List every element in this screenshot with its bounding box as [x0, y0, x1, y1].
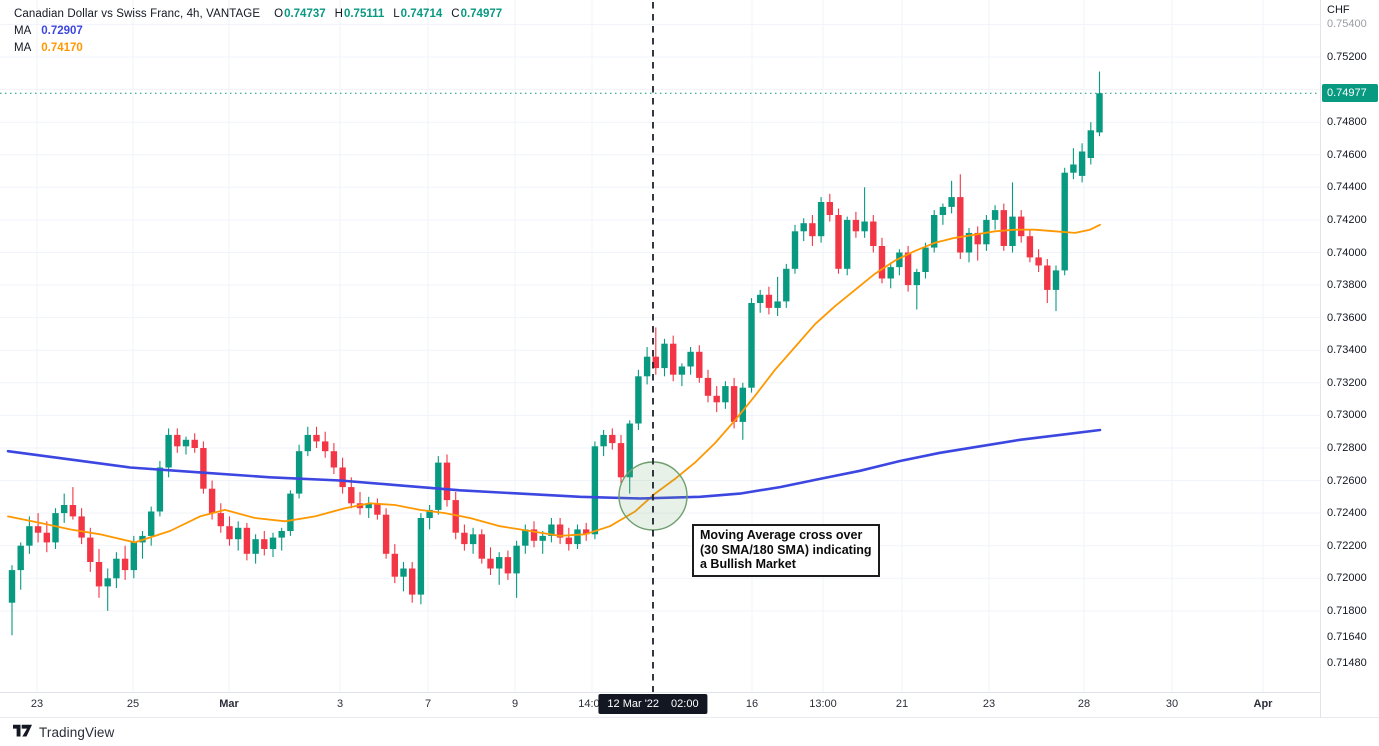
ma-fast-value: 0.74170	[41, 41, 83, 54]
price-axis-label: 0.74000	[1327, 246, 1367, 259]
price-axis-label: 0.71480	[1327, 657, 1367, 669]
annotation-line: a Bullish Market	[700, 557, 796, 571]
price-axis-label: 0.75400	[1327, 18, 1367, 31]
legend: Canadian Dollar vs Swiss Franc, 4h, VANT…	[14, 5, 511, 56]
time-axis-tick: 23	[982, 698, 996, 710]
price-axis-label: 0.72000	[1327, 572, 1367, 585]
tradingview-logo-icon[interactable]	[13, 722, 32, 742]
time-axis-tick: 13:00	[809, 698, 837, 710]
price-axis-label: 0.71640	[1327, 630, 1367, 643]
ohlc-high: H0.75111	[334, 7, 385, 20]
price-axis-label: 0.72600	[1327, 474, 1367, 487]
axis-currency-label: CHF	[1327, 4, 1350, 17]
price-axis-label: 0.75200	[1327, 51, 1367, 63]
time-axis-tick: Apr	[1253, 698, 1273, 710]
time-axis-tick: 28	[1077, 698, 1091, 710]
watermark-text[interactable]: TradingView	[39, 724, 115, 740]
annotation-callout[interactable]: Moving Average cross over (30 SMA/180 SM…	[692, 524, 880, 577]
time-axis-tick: 25	[126, 698, 140, 710]
symbol-title-row[interactable]: Canadian Dollar vs Swiss Franc, 4h, VANT…	[14, 5, 511, 22]
price-axis-label: 0.72400	[1327, 507, 1367, 520]
time-axis-tick: 21	[895, 698, 909, 710]
price-axis-label: 0.73400	[1327, 344, 1367, 357]
ma-legend-row-fast[interactable]: MA 0.74170	[14, 39, 511, 56]
time-axis-tick: 23	[30, 698, 44, 710]
time-axis-tick: 30	[1165, 698, 1179, 710]
ma-slow-value: 0.72907	[41, 24, 83, 37]
ma-label: MA	[14, 41, 32, 54]
time-axis-tick: 16	[745, 698, 759, 710]
price-axis-label: 0.73800	[1327, 279, 1367, 292]
time-axis[interactable]: 12 Mar '22 02:00 23 25 Mar 3 7 9 14:00 16 13:00 21…	[0, 692, 1320, 717]
ma-legend-row-slow[interactable]: MA 0.72907	[14, 22, 511, 39]
candlestick-plot	[0, 0, 1320, 692]
price-axis-label: 0.71800	[1327, 604, 1367, 617]
symbol-title: Canadian Dollar vs Swiss Franc, 4h, VANT…	[14, 7, 261, 20]
ohlc-close: C0.74977	[451, 7, 503, 20]
chart-canvas[interactable]: Canadian Dollar vs Swiss Franc, 4h, VANT…	[0, 0, 1320, 692]
price-axis-label: 0.72800	[1327, 442, 1367, 454]
ohlc-low: L0.74714	[393, 7, 443, 20]
crosshair-time-label: 12 Mar '22 02:00	[598, 694, 708, 714]
price-axis-label: 0.72200	[1327, 539, 1367, 552]
price-axis-label: 0.73600	[1327, 311, 1367, 324]
annotation-line: Moving Average cross over	[700, 528, 863, 542]
time-axis-tick: 9	[511, 698, 519, 710]
price-axis-label: 0.73000	[1327, 409, 1367, 422]
footer-bar: TradingView	[0, 717, 1379, 746]
time-axis-tick: 7	[424, 698, 432, 710]
price-axis-label: 0.74400	[1327, 181, 1367, 194]
time-axis-tick: 3	[336, 698, 344, 710]
ohlc-open: O0.74737	[274, 7, 326, 20]
ma-label: MA	[14, 24, 32, 37]
annotation-line: (30 SMA/180 SMA) indicating	[700, 542, 872, 557]
time-axis-tick: Mar	[219, 698, 239, 710]
price-axis-label: 0.74800	[1327, 116, 1367, 129]
price-axis-label: 0.73200	[1327, 376, 1367, 389]
price-axis-label: 0.74600	[1327, 148, 1367, 161]
current-price-label: 0.74977	[1322, 84, 1378, 103]
price-axis[interactable]: CHF 0.74977 0.754000.752000.750000.74800…	[1320, 0, 1379, 717]
price-axis-label: 0.74200	[1327, 213, 1367, 226]
